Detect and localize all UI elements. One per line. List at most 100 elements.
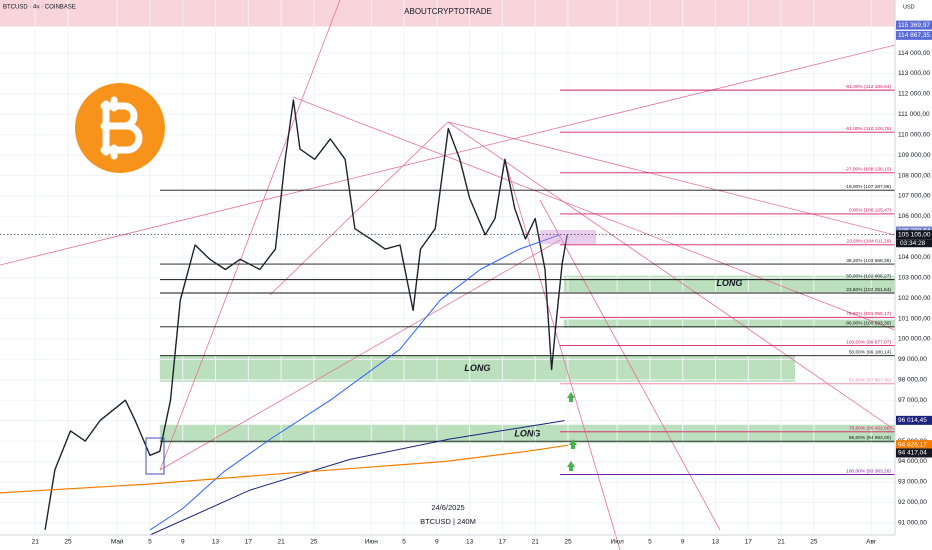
y-tick-label: 101 000,00	[898, 315, 931, 322]
currency: USD	[903, 4, 915, 10]
trendline	[447, 121, 896, 431]
grid	[0, 0, 895, 535]
level-label: 23,60% (104 611,29)	[847, 239, 892, 245]
x-tick-label: 9	[181, 539, 185, 546]
arrows	[567, 392, 577, 471]
x-tick-label: 21	[278, 539, 286, 546]
price-tag	[896, 440, 932, 450]
y-tick-label: 93 000,00	[898, 479, 927, 486]
level-label: 38,20% (103 668,36)	[846, 258, 891, 264]
zone	[563, 319, 895, 328]
level-label: 100,00% (93 363,28)	[846, 468, 891, 474]
zone-label: LONG	[464, 363, 490, 373]
x-tick-label: 21	[32, 539, 40, 546]
x-tick-label: 5	[148, 539, 152, 546]
price-tag-label: 114 867,35	[898, 32, 930, 39]
y-tick-label: 113 000,00	[898, 70, 930, 77]
level-label: 50,00% (102 906,27)	[846, 273, 891, 279]
countdown: 03:34:28	[900, 240, 926, 247]
trendline	[159, 239, 561, 471]
zone	[0, 0, 895, 27]
y-tick-label: 107 000,00	[898, 193, 931, 200]
y-tick-label: 106 000,00	[898, 213, 931, 220]
date-annotation: 24/6/2025	[431, 503, 464, 512]
level-label: -61,80% (112 186,64)	[845, 84, 891, 90]
trendline	[0, 44, 896, 266]
arrow-up	[567, 461, 575, 471]
level-label: -61,80% (110 126,76)	[845, 126, 891, 132]
level-label: 100,00% (99 677,07)	[846, 339, 891, 345]
price-tag-label: 94 826,17	[898, 441, 927, 448]
price-line	[149, 420, 565, 536]
level-label: 61,80% (97 807,36)	[849, 378, 892, 384]
selection-box	[145, 437, 165, 475]
x-tick-label: 21	[532, 539, 540, 546]
x-tick-label: 5	[648, 539, 652, 546]
y-tick-label: 98 000,00	[898, 377, 927, 384]
axis-labels: 91 000,00 92 000,00 93 000,00 94 000,00 9 5 0…	[0, 20, 932, 546]
chart-title: ABOUTCRYPTOTRADE	[404, 7, 492, 16]
x-tick-label: 17	[745, 539, 753, 546]
x-tick-label: 25	[64, 539, 72, 546]
levels: -61,80% (112 186,64) -61,80% (110 126,76)…	[160, 84, 895, 475]
x-tick-label: Авг	[866, 539, 877, 546]
y-tick-label: 108 000,00	[898, 172, 931, 179]
arrow-up	[569, 439, 577, 449]
level-label: 86,00% (94 992,00)	[849, 435, 892, 441]
bitcoin-logo	[75, 83, 165, 173]
y-tick-label: 94 000,00	[898, 458, 927, 465]
y-tick-label: 109 000,00	[898, 152, 931, 159]
level-label: 78,60% (95 452,90)	[849, 426, 892, 432]
price-tag	[896, 230, 932, 240]
y-tick-label: 100 000,00	[898, 336, 931, 343]
y-tick-label: 111 000,00	[898, 111, 930, 118]
level-label: 78,60% (101 059,17)	[846, 311, 891, 317]
price-tag-label: 94 417,04	[898, 450, 927, 457]
x-tick-label: Июл	[611, 539, 624, 546]
x-tick-label: 17	[245, 539, 253, 546]
level-label: -18,00% (107 287,86)	[845, 184, 892, 190]
x-tick-label: 25	[564, 539, 572, 546]
level-label: 23,60% (102 251,64)	[846, 287, 891, 293]
logo-glyph	[100, 96, 143, 160]
x-tick-label: 17	[499, 539, 507, 546]
price-tag	[896, 20, 932, 30]
price-axis	[895, 0, 932, 550]
price-tag	[896, 415, 932, 425]
trendline	[504, 159, 621, 550]
y-tick-label: 102 000,00	[898, 295, 931, 302]
y-tick-label: 97 000,00	[898, 397, 927, 404]
x-tick-label: 13	[466, 539, 474, 546]
highlight-box	[540, 230, 596, 244]
price-line	[0, 444, 569, 494]
x-tick-label: 25	[810, 539, 818, 546]
x-tick-label: 25	[310, 539, 318, 546]
y-tick-label: 92 000,00	[898, 499, 927, 506]
series	[0, 99, 569, 536]
price-line	[44, 99, 568, 531]
x-tick-label: 13	[212, 539, 220, 546]
arrow-up	[567, 392, 575, 402]
symbol-info: BTCUSD · 4ч · COINBASE	[3, 5, 76, 11]
zone	[159, 424, 896, 444]
x-tick-label: 21	[777, 539, 785, 546]
y-tick-label: 91 000,00	[898, 519, 927, 526]
price-line	[149, 234, 560, 531]
x-tick-label: Июн	[365, 539, 379, 546]
trendline	[539, 199, 721, 531]
trendline	[269, 121, 449, 296]
price-tag	[896, 30, 932, 40]
level-label: 86,00% (100 593,30)	[846, 321, 891, 327]
x-tick-label: 9	[435, 539, 439, 546]
y-tick-label: 112 000,00	[898, 91, 930, 98]
zone-label: LONG	[514, 428, 540, 438]
price-tag-label: 105 105,00	[898, 231, 931, 238]
countdown-tag	[896, 239, 932, 248]
level-label: -27,00% (108 138,10)	[845, 167, 892, 173]
y-tick-label: 103 000,00	[898, 274, 931, 281]
price-tag	[896, 448, 932, 458]
x-tick-label: 9	[681, 539, 685, 546]
symbol-annotation: BTCUSD | 240M	[420, 517, 476, 526]
